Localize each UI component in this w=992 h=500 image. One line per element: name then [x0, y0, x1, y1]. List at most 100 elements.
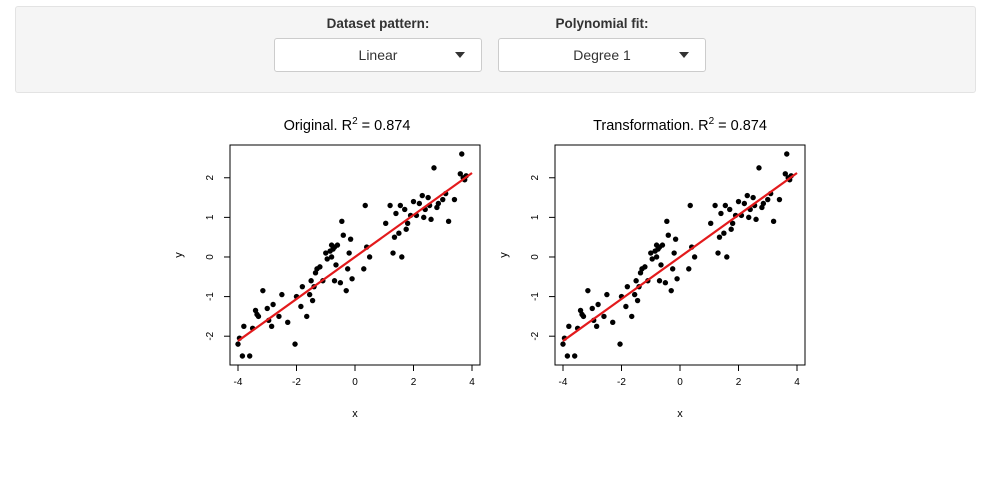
plot-frame — [229, 144, 481, 366]
data-point — [340, 232, 346, 238]
data-point — [241, 323, 247, 329]
data-point — [629, 313, 635, 320]
data-point — [601, 313, 607, 320]
data-point — [672, 236, 679, 242]
y-tick-label: -2 — [530, 331, 541, 340]
y-axis-label: y — [498, 252, 510, 258]
data-point — [653, 254, 660, 260]
data-point — [595, 301, 601, 308]
data-point — [750, 194, 756, 201]
fit-line — [562, 172, 798, 342]
data-point — [339, 218, 345, 225]
data-point — [741, 200, 748, 207]
data-point — [634, 297, 641, 304]
data-point — [756, 165, 762, 171]
data-point — [564, 353, 571, 359]
dataset-pattern-value: Linear — [358, 47, 398, 63]
x-tick-label: -4 — [234, 377, 243, 388]
data-point — [566, 323, 572, 329]
data-point — [674, 276, 680, 282]
x-tick-label: 4 — [794, 377, 800, 388]
data-point — [403, 226, 409, 232]
data-point — [308, 278, 314, 284]
data-point — [617, 341, 623, 347]
data-point — [729, 220, 736, 227]
data-point — [593, 323, 600, 329]
chevron-down-icon — [455, 52, 465, 58]
data-point — [585, 287, 591, 294]
plots-area: Original. R2 = 0.874 -4 -2 0 2 4 -2 -1 0 1 2 x y Tra… — [173, 116, 806, 420]
data-point — [333, 262, 339, 268]
data-point — [712, 202, 718, 209]
data-point — [572, 353, 578, 359]
data-point — [770, 218, 777, 225]
y-tick-label: 1 — [530, 214, 541, 220]
x-tick-label: 2 — [736, 377, 742, 388]
data-point — [658, 262, 664, 268]
data-point — [659, 242, 666, 248]
x-tick-label: 0 — [677, 377, 683, 388]
data-point — [782, 171, 788, 177]
data-point — [276, 313, 282, 320]
data-point — [396, 230, 402, 236]
data-point — [624, 283, 631, 290]
data-point — [435, 200, 442, 207]
y-axis-label: y — [173, 252, 185, 258]
data-point — [260, 287, 266, 294]
data-point — [649, 256, 655, 262]
data-point — [776, 196, 783, 203]
data-point — [765, 196, 771, 203]
y-tick-label: 1 — [205, 214, 216, 220]
data-point — [324, 256, 330, 262]
data-point — [279, 291, 285, 298]
data-point — [662, 280, 669, 286]
data-point — [459, 151, 465, 157]
data-point — [391, 234, 398, 240]
data-point — [337, 280, 344, 286]
data-point — [235, 341, 241, 347]
data-point — [724, 254, 730, 260]
data-point — [669, 266, 676, 272]
data-point — [268, 323, 275, 329]
data-point — [397, 202, 404, 209]
data-point — [722, 202, 729, 209]
y-tick-label: 2 — [530, 175, 541, 181]
data-point — [304, 313, 310, 320]
data-point — [298, 303, 304, 310]
data-point — [255, 313, 262, 320]
data-point — [610, 319, 616, 326]
plot-title: Original. R2 = 0.874 — [284, 116, 411, 134]
data-point — [668, 287, 674, 294]
polynomial-fit-label: Polynomial fit: — [555, 16, 649, 31]
controls-panel: Dataset pattern: Linear Polynomial fit: … — [15, 6, 976, 93]
data-point — [715, 250, 721, 256]
data-point — [744, 192, 750, 199]
data-point — [387, 202, 393, 209]
data-point — [642, 264, 648, 270]
data-point — [760, 200, 767, 207]
data-point — [431, 165, 437, 171]
data-point — [753, 216, 759, 223]
data-point — [402, 206, 408, 213]
plot-frame — [554, 144, 806, 366]
data-point — [239, 353, 246, 359]
data-point — [383, 220, 389, 227]
polynomial-fit-select[interactable]: Degree 1 — [498, 38, 706, 72]
data-point — [410, 198, 417, 205]
data-point — [708, 220, 714, 227]
data-point — [633, 278, 639, 284]
data-point — [328, 254, 335, 260]
data-point — [425, 194, 431, 201]
data-point — [404, 220, 411, 227]
y-tick-label: -2 — [205, 331, 216, 340]
data-point — [718, 210, 724, 217]
data-point — [419, 192, 425, 199]
data-point — [331, 278, 338, 284]
plot-title: Transformation. R2 = 0.874 — [593, 116, 767, 134]
data-point — [746, 214, 752, 221]
x-axis-label: x — [352, 408, 358, 420]
data-point — [604, 291, 610, 298]
dataset-pattern-select[interactable]: Linear — [274, 38, 482, 72]
data-point — [580, 313, 587, 320]
polynomial-fit-value: Degree 1 — [573, 47, 631, 63]
